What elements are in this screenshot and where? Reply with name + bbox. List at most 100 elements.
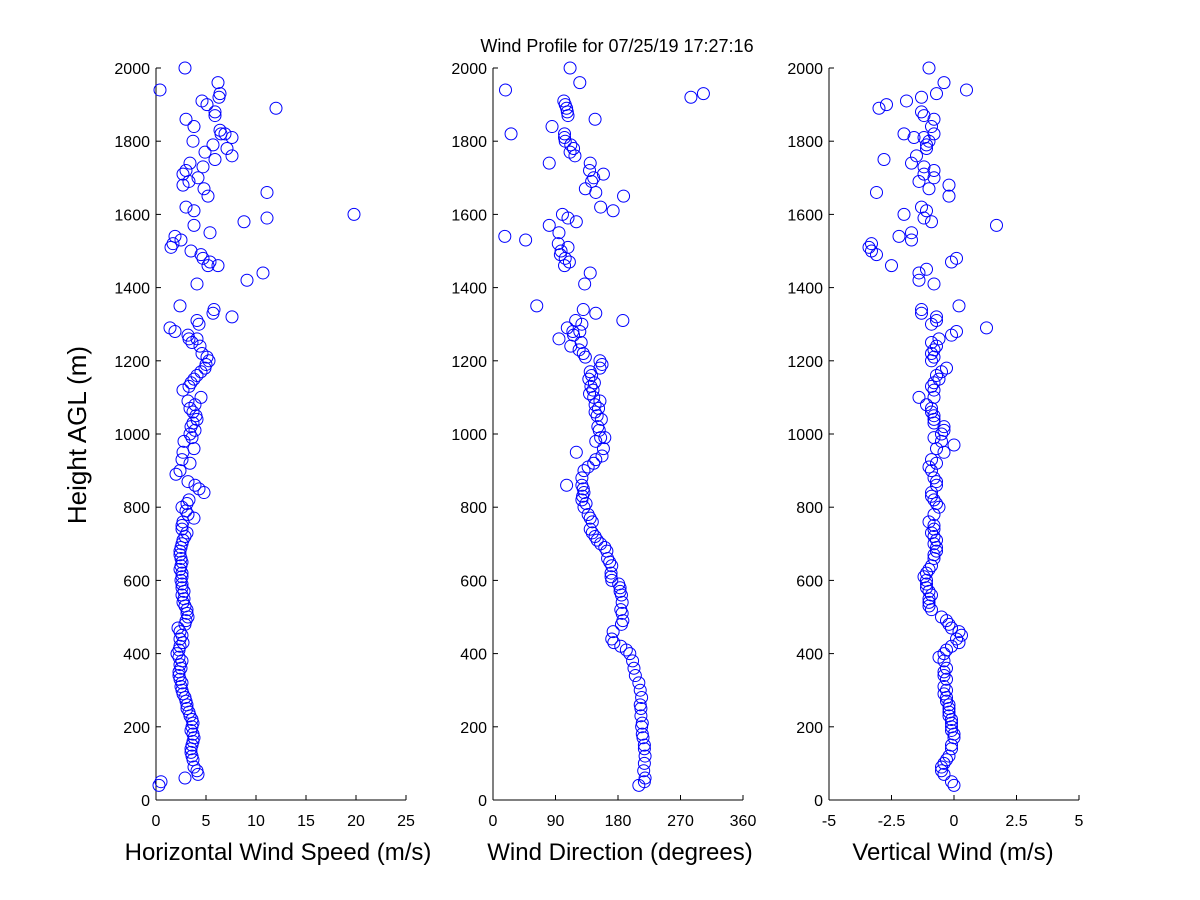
direction-data-point [637, 738, 651, 752]
vertical-data-point [932, 500, 946, 514]
vertical-x-axis-label: Vertical Wind (m/s) [852, 839, 1053, 866]
speed-data-point [206, 138, 220, 152]
direction-data-point [628, 669, 642, 683]
vertical-data-point [925, 120, 938, 134]
vertical-data-point [865, 244, 878, 258]
direction-y-tick-label: 0 [478, 793, 487, 810]
direction-data-point [569, 314, 583, 328]
vertical-y-tick-label: 1400 [787, 281, 823, 298]
direction-data-point [572, 343, 586, 357]
direction-data-point [589, 306, 603, 320]
speed-data-point [188, 423, 202, 437]
direction-data-point [604, 570, 618, 584]
speed-data-point [182, 493, 196, 507]
panel-speed: 0 200 400 600 800 1000 1200 1400 1600 1800 2000 0 5 1… [114, 61, 431, 866]
direction-y-tick-label: 1600 [451, 207, 487, 224]
direction-data-point [604, 566, 618, 580]
vertical-data-point [922, 182, 936, 196]
direction-data-point [583, 163, 597, 177]
direction-data-point [574, 336, 588, 349]
vertical-data-point [947, 438, 961, 452]
direction-data-point [626, 654, 640, 668]
vertical-data-point [940, 683, 953, 697]
direction-data-point [637, 764, 651, 778]
direction-data-point [585, 515, 599, 529]
direction-y-tick-label: 1200 [451, 354, 487, 371]
direction-data-point [569, 215, 583, 229]
speed-data-point [193, 339, 207, 353]
vertical-data-point [862, 240, 876, 254]
speed-data-point [178, 771, 192, 785]
direction-data-point [542, 218, 556, 232]
speed-data-point [188, 478, 202, 492]
speed-x-tick-label: 0 [152, 813, 161, 830]
vertical-data-point [917, 131, 931, 145]
speed-data-point [173, 464, 187, 478]
y-axis-label: Height AGL (m) [62, 346, 92, 524]
speed-data-point [187, 204, 201, 218]
vertical-data-point [937, 423, 951, 437]
speed-data-point [195, 346, 209, 360]
speed-data-point [201, 189, 215, 203]
speed-data-point [190, 277, 204, 291]
direction-data-point [617, 189, 631, 203]
speed-data-point [175, 522, 189, 536]
vertical-data-point [940, 753, 953, 767]
speed-data-point [171, 621, 185, 635]
speed-data-point [192, 317, 206, 331]
direction-y-tick-label: 1000 [451, 427, 487, 444]
speed-data-point [163, 321, 177, 335]
direction-data-point [583, 522, 597, 536]
speed-y-tick-label: 1400 [114, 281, 150, 298]
vertical-data-point [942, 189, 956, 203]
vertical-data-point [922, 595, 936, 609]
speed-data-point [211, 76, 225, 90]
vertical-data-point [922, 61, 936, 75]
speed-y-tick-label: 2000 [114, 61, 150, 78]
vertical-data-point [925, 588, 938, 602]
direction-data-point [589, 453, 603, 467]
speed-data-point [194, 365, 208, 379]
direction-data-point [632, 676, 646, 690]
direction-data-point [584, 379, 598, 393]
speed-data-point [186, 416, 200, 430]
vertical-data-point [925, 486, 938, 500]
direction-data-point [578, 277, 592, 291]
vertical-data-point [922, 460, 936, 474]
direction-data-point [576, 346, 590, 360]
direction-data-point [569, 445, 583, 459]
speed-data-point [184, 244, 198, 258]
speed-y-tick-label: 1000 [114, 427, 150, 444]
direction-data-point [552, 226, 566, 240]
speed-y-tick-label: 1200 [114, 354, 150, 371]
speed-data-point [173, 625, 187, 639]
speed-data-point [208, 153, 222, 166]
direction-data-point [606, 204, 620, 218]
speed-data-point [179, 200, 193, 214]
direction-data-point [563, 145, 577, 159]
vertical-data-point [950, 251, 963, 265]
vertical-data-point [927, 383, 941, 397]
direction-data-point [635, 716, 649, 730]
direction-data-point [606, 625, 620, 639]
vertical-data-point [950, 325, 963, 339]
direction-data-point [613, 584, 627, 598]
vertical-data-point [937, 420, 951, 434]
vertical-data-point [915, 105, 928, 119]
direction-data-point [637, 742, 651, 756]
speed-y-tick-label: 0 [141, 793, 150, 810]
direction-data-point [560, 478, 574, 492]
panel-vertical: 0 200 400 600 800 1000 1200 1400 1600 1800 2000 -5 -… [787, 61, 1083, 866]
direction-data-point [616, 614, 630, 628]
direction-data-point [612, 577, 626, 591]
speed-y-tick-label: 200 [123, 720, 150, 737]
speed-data-point [207, 303, 221, 317]
vertical-data-point [930, 478, 943, 492]
direction-data-point [588, 112, 602, 126]
direction-data-point [562, 255, 576, 269]
direction-data-point [583, 266, 597, 280]
vertical-data-point [935, 610, 948, 624]
direction-data-point [627, 661, 641, 675]
